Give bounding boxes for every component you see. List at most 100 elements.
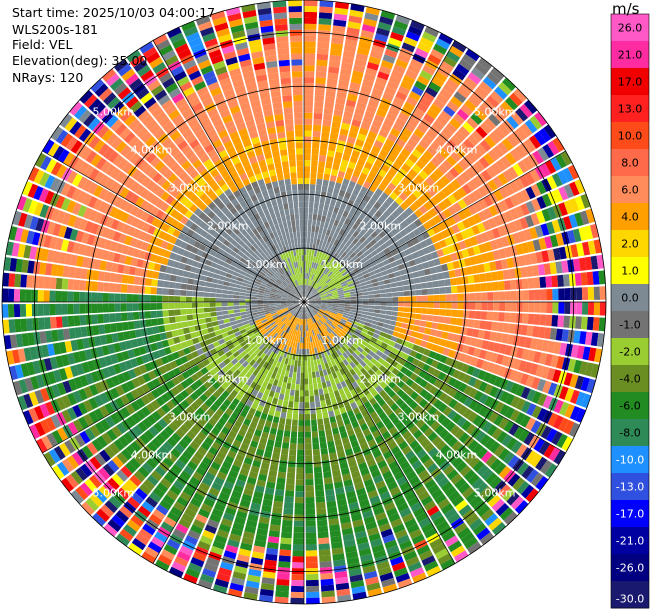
ppi-gate [479,139,492,152]
ppi-gate [103,282,110,292]
ppi-gate [330,458,339,466]
ppi-gate [162,310,169,317]
ppi-gate [307,292,312,298]
ppi-gate [287,466,296,474]
ppi-gate [465,266,474,275]
ppi-gate [477,185,488,198]
ppi-gate [350,299,357,302]
ppi-gate [279,543,292,551]
ppi-gate [407,117,419,128]
ppi-gate [316,412,323,420]
ppi-gate [423,150,434,161]
ppi-gate [334,327,341,334]
ppi-gate [525,488,539,503]
ppi-gate [445,286,452,294]
ppi-gate [356,158,366,167]
ppi-gate [324,312,330,317]
ppi-gate [282,519,293,527]
ppi-gate [416,295,423,302]
ppi-gate [450,424,461,436]
ppi-gate [209,297,216,302]
ppi-gate [486,95,500,109]
ppi-gate [423,560,439,572]
ppi-gate [324,198,331,205]
ppi-gate [344,297,351,300]
ppi-gate [333,302,340,304]
ppi-gate [471,67,485,80]
ppi-gate [328,66,340,74]
ppi-gate [307,312,311,319]
ppi-gate [409,58,424,70]
ppi-gate [396,380,406,389]
ppi-gate [37,290,44,302]
ppi-gate [115,322,123,332]
ppi-gate [506,492,520,506]
ppi-gate [576,345,585,360]
ppi-gate [584,362,594,377]
ppi-gate [199,318,206,325]
ppi-gate [400,80,413,91]
ppi-gate [396,215,405,224]
ppi-gate [495,354,505,365]
ppi-gate [581,302,589,315]
ppi-gate [309,184,316,191]
ppi-gate [391,347,399,355]
ppi-gate [339,165,347,173]
ppi-gate [404,225,413,234]
ppi-gate [514,371,524,384]
ppi-gate [338,266,345,273]
ppi-gate [437,222,446,232]
ppi-gate [531,405,542,419]
ppi-gate [391,287,398,293]
ppi-gate [333,13,348,21]
ppi-gate [504,210,514,223]
ppi-gate [462,310,470,319]
ppi-gate [443,464,455,476]
ppi-gate [457,86,471,99]
ppi-gate [544,463,558,478]
ppi-gate [524,119,538,134]
ppi-gate [418,517,432,528]
ppi-gate [26,274,33,288]
ppi-gate [367,312,374,317]
ppi-gate [289,365,294,372]
ppi-gate [500,101,514,115]
ppi-gate [280,531,292,539]
ppi-gate [461,249,470,258]
ppi-gate [458,432,470,444]
ppi-gate [374,302,381,306]
ppi-gate [442,143,454,155]
ppi-gate [405,435,416,445]
ppi-gate [376,517,389,527]
ppi-gate [460,229,470,240]
ppi-gate [163,273,171,281]
ppi-gate [326,297,333,300]
ppi-gate [332,277,339,283]
ppi-gate [104,323,112,334]
ppi-gate [357,191,366,200]
ppi-gate [320,332,325,339]
ppi-gate [312,448,321,456]
ppi-gate [313,389,319,396]
ppi-gate [455,232,464,242]
ppi-gate [365,484,377,493]
ppi-gate [364,321,372,327]
ppi-gate [403,248,412,256]
ppi-gate [397,168,408,178]
ppi-gate [318,279,324,285]
ppi-gate [298,414,304,421]
ppi-gate [239,295,246,299]
ppi-gate [310,360,315,367]
ppi-gate [464,99,477,112]
ppi-gate [150,310,158,319]
ppi-gate [407,496,420,507]
ppi-gate [349,124,360,133]
ppi-gate [405,420,415,430]
ppi-gate [546,302,553,314]
ppi-gate [399,269,407,276]
ppi-gate [304,307,306,314]
ppi-gate [337,311,344,315]
ppi-gate [308,273,312,280]
ppi-gate [412,429,423,440]
ppi-gate [456,108,469,121]
